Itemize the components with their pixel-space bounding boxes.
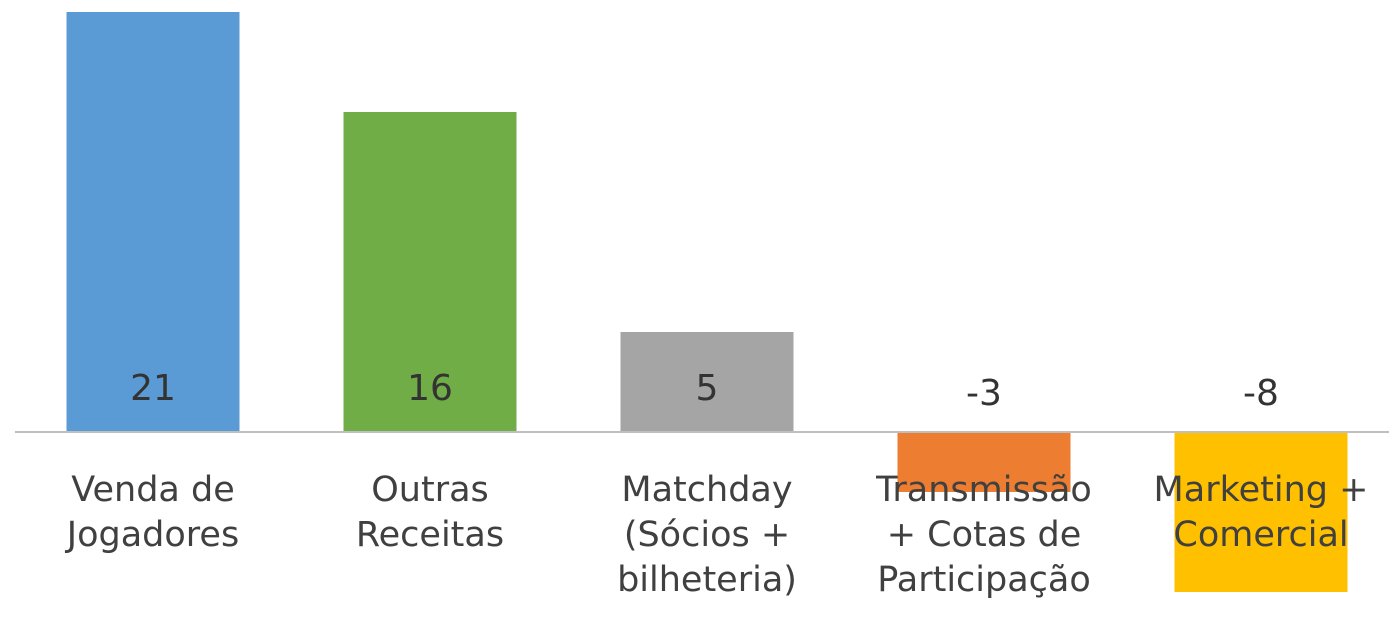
bar [343, 112, 517, 432]
bar [66, 12, 240, 432]
category-label: Venda de Jogadores [66, 470, 240, 555]
bar [897, 432, 1071, 492]
category-label: Matchday (Sócios + bilheteria) [617, 470, 797, 600]
bar [1174, 432, 1348, 592]
category-label: Outras Receitas [355, 470, 505, 555]
bar [620, 332, 794, 432]
value-label: 5 [696, 368, 719, 409]
value-label: -8 [1243, 373, 1279, 414]
category-label: Marketing + Comercial [1153, 470, 1369, 555]
value-label: 16 [407, 368, 453, 409]
category-label: Transmissão + Cotas de Participação [876, 470, 1092, 600]
value-label: -3 [966, 373, 1002, 414]
value-label: 21 [130, 368, 176, 409]
